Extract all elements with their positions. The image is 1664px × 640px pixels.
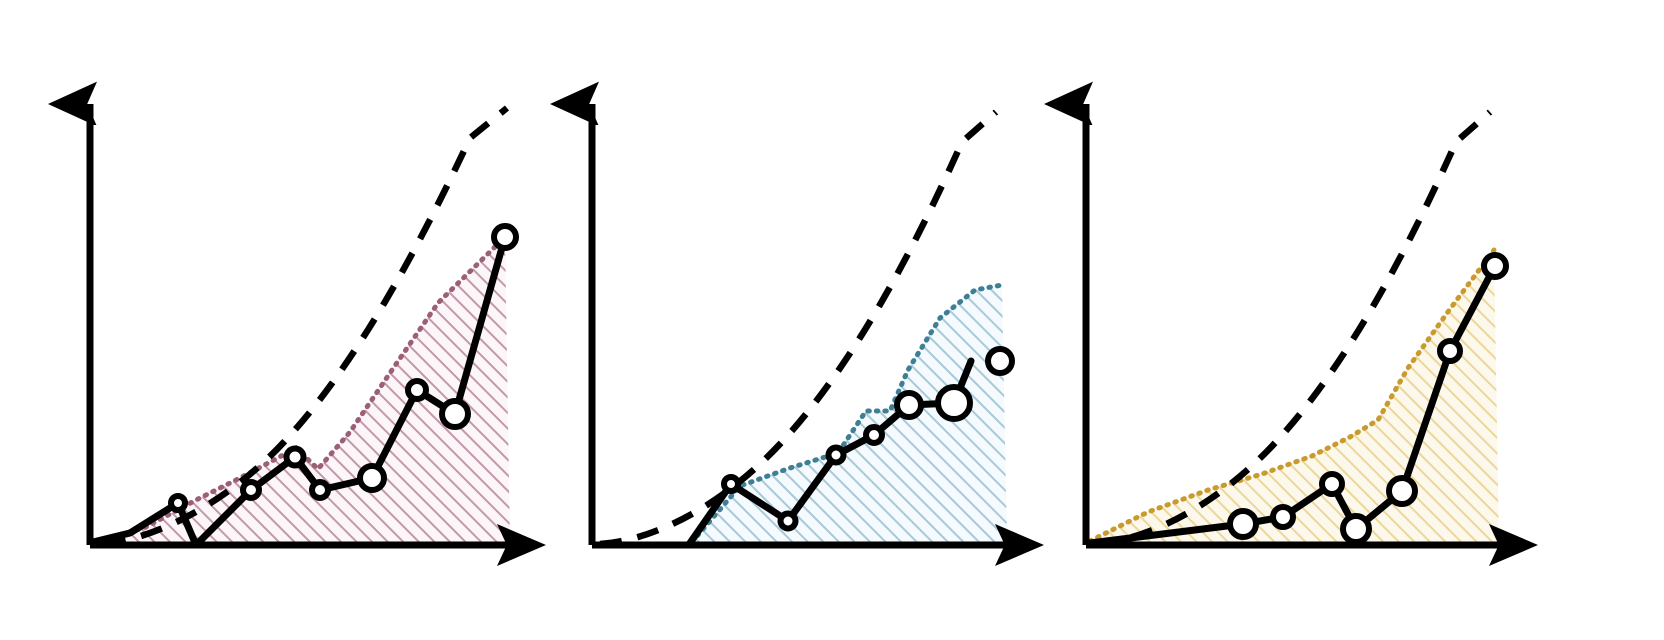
reference-trend-curve-yellow [1093, 109, 1493, 548]
data-point-marker [825, 444, 847, 466]
data-point-marker [777, 510, 799, 532]
panel-middle-blue [592, 104, 1044, 566]
band-upper-boundary-yellow [1087, 247, 1497, 544]
reference-trend-curve-blue [599, 109, 999, 548]
data-point-marker [357, 463, 387, 493]
data-point-marker [935, 384, 973, 422]
panel-left-pink [90, 104, 546, 566]
data-point-marker [240, 479, 262, 501]
data-point-marker [1319, 471, 1345, 497]
data-point-marker [894, 390, 924, 420]
data-point-marker [283, 445, 307, 469]
reference-trend-curve-pink [103, 105, 510, 548]
data-point-marker [405, 378, 429, 402]
data-point-marker [309, 479, 331, 501]
band-upper-boundary-blue [689, 282, 1005, 545]
data-point-marker [1340, 513, 1372, 545]
data-point-marker [168, 493, 188, 513]
panel-right-yellow [1086, 104, 1538, 566]
band-area-blue [692, 285, 1007, 545]
data-point-marker [439, 398, 471, 430]
data-point-marker [491, 223, 519, 251]
band-area-pink [96, 237, 510, 545]
observed-markers-blue [721, 346, 1015, 532]
data-point-marker [1481, 252, 1509, 280]
band-area-yellow [1090, 250, 1499, 545]
data-point-marker [1386, 475, 1418, 507]
data-point-marker [721, 474, 741, 494]
observed-markers-pink [168, 223, 519, 513]
data-point-marker [1437, 338, 1463, 364]
data-point-marker [863, 424, 885, 446]
data-point-marker [985, 346, 1015, 376]
observed-markers-yellow [1227, 252, 1509, 545]
data-point-marker [1270, 504, 1296, 530]
data-point-marker [1227, 508, 1259, 540]
